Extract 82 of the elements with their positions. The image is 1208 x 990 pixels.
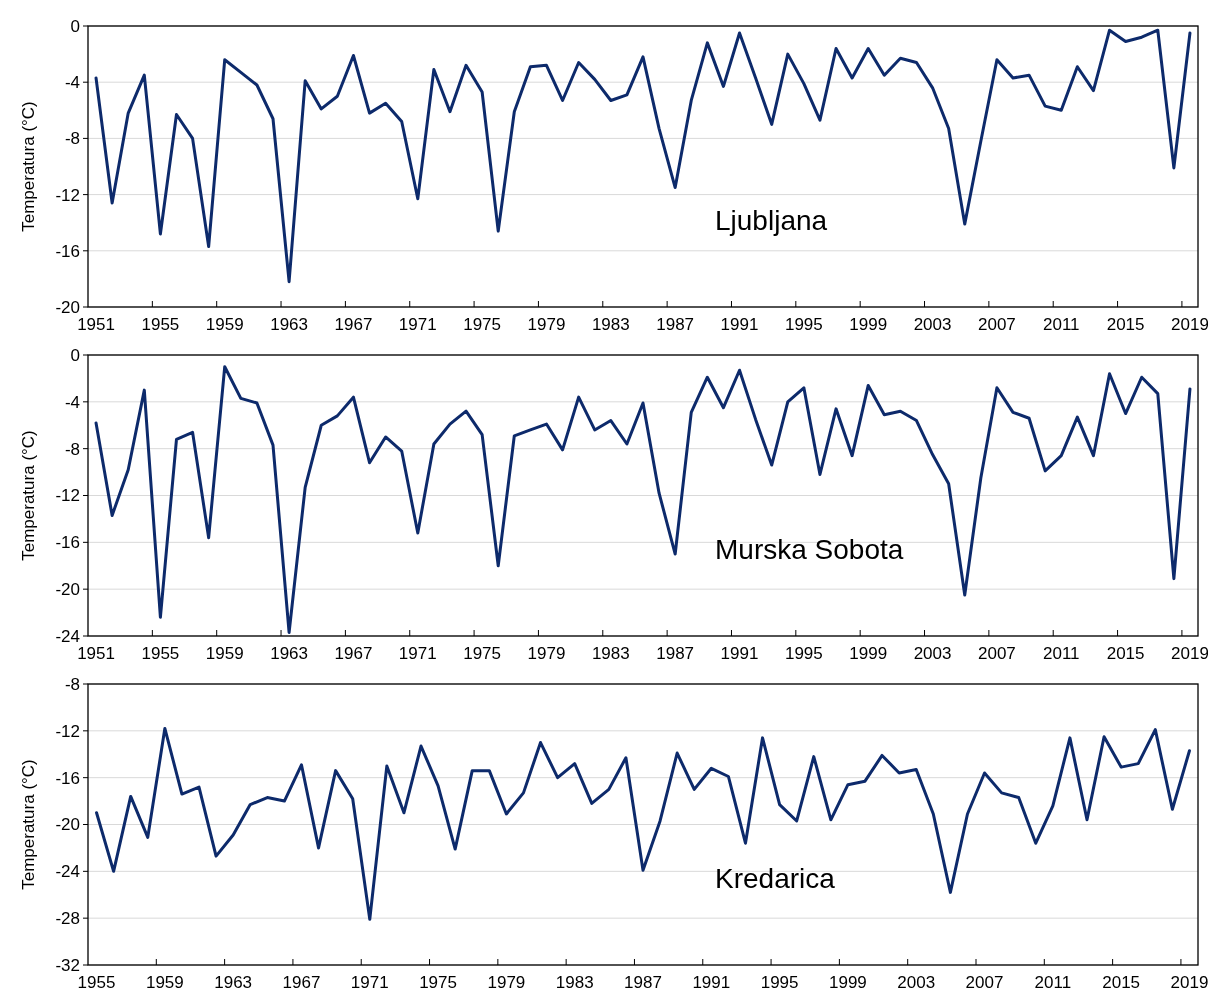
x-tick-label: 1995 — [784, 315, 823, 334]
x-tick-label: 1975 — [463, 315, 502, 334]
x-tick-label: 1959 — [205, 315, 244, 334]
x-tick-label: 1955 — [77, 973, 116, 990]
y-tick-label: 0 — [70, 16, 80, 36]
x-tick-label: 1983 — [591, 644, 630, 663]
x-tick-label: 2015 — [1106, 644, 1145, 663]
x-tick-label: 1967 — [334, 644, 373, 663]
annotation: Murska Sobota — [715, 533, 904, 565]
y-tick-label: -28 — [55, 909, 80, 929]
x-tick-label: 2019 — [1170, 973, 1208, 990]
x-tick-label: 1951 — [77, 644, 115, 663]
x-tick-label: 2003 — [913, 644, 952, 663]
y-tick-label: -4 — [64, 73, 80, 93]
x-tick-label: 2019 — [1171, 315, 1208, 334]
x-tick-label: 1991 — [720, 315, 759, 334]
x-tick-label: 1963 — [214, 973, 253, 990]
x-tick-label: 1999 — [849, 644, 888, 663]
x-tick-label: 2003 — [913, 315, 952, 334]
x-tick-label: 1987 — [656, 315, 695, 334]
x-tick-label: 1995 — [760, 973, 799, 990]
x-tick-label: 1999 — [849, 315, 888, 334]
x-tick-label: 1995 — [784, 644, 823, 663]
x-tick-label: 1999 — [829, 973, 867, 990]
x-tick-label: 2011 — [1042, 315, 1080, 334]
y-tick-label: -20 — [55, 580, 80, 600]
x-tick-label: 2007 — [978, 315, 1016, 334]
y-tick-label: -16 — [55, 241, 80, 261]
y-tick-label: -16 — [55, 533, 80, 553]
x-tick-label: 1987 — [624, 973, 662, 990]
y-axis-title: Temperatura (°C) — [19, 101, 38, 232]
y-tick-label: -8 — [64, 439, 80, 459]
x-tick-label: 2015 — [1106, 315, 1145, 334]
x-tick-label: 2007 — [978, 644, 1016, 663]
y-tick-label: -8 — [64, 129, 80, 149]
x-tick-label: 1987 — [656, 644, 695, 663]
x-tick-label: 1955 — [141, 644, 180, 663]
x-tick-label: 1979 — [487, 973, 526, 990]
x-tick-label: 2011 — [1034, 973, 1072, 990]
y-axis-title: Temperatura (°C) — [19, 430, 38, 561]
line-series — [94, 365, 1192, 634]
y-tick-label: -32 — [55, 955, 80, 975]
y-tick-label: -20 — [55, 297, 80, 317]
y-tick-label: -4 — [64, 392, 80, 412]
y-tick-label: -8 — [64, 674, 80, 694]
y-tick-label: 0 — [70, 345, 80, 365]
y-tick-label: -12 — [55, 185, 80, 205]
x-tick-label: 1983 — [591, 315, 630, 334]
x-tick-label: 1979 — [527, 315, 566, 334]
x-tick-label: 1963 — [270, 644, 308, 663]
x-tick-label: 2007 — [965, 973, 1004, 990]
y-tick-label: -24 — [55, 862, 80, 882]
x-tick-label: 1975 — [463, 644, 502, 663]
x-tick-label: 1983 — [555, 973, 594, 990]
x-tick-label: 1959 — [205, 644, 244, 663]
x-tick-label: 2019 — [1171, 644, 1208, 663]
x-tick-label: 1963 — [270, 315, 308, 334]
annotation: Ljubljana — [715, 204, 828, 236]
x-tick-label: 1975 — [419, 973, 457, 990]
x-tick-label: 1971 — [350, 973, 389, 990]
x-tick-label: 1979 — [527, 644, 566, 663]
y-tick-label: -24 — [55, 626, 80, 646]
x-tick-label: 1955 — [141, 315, 180, 334]
x-tick-label: 1951 — [77, 315, 115, 334]
x-tick-label: 1959 — [145, 973, 184, 990]
x-tick-label: 2003 — [897, 973, 936, 990]
x-tick-label: 1991 — [720, 644, 759, 663]
x-tick-label: 1971 — [398, 315, 437, 334]
y-tick-label: -12 — [55, 721, 80, 741]
line-series — [95, 726, 1191, 921]
x-tick-label: 1967 — [334, 315, 373, 334]
line-series — [94, 28, 1192, 284]
annotation: Kredarica — [715, 862, 836, 894]
y-tick-label: -20 — [55, 815, 80, 835]
y-axis-title: Temperatura (°C) — [19, 759, 38, 890]
y-tick-label: -16 — [55, 768, 80, 788]
x-tick-label: 1991 — [692, 973, 731, 990]
x-tick-label: 1967 — [282, 973, 321, 990]
y-tick-label: -12 — [55, 486, 80, 506]
x-tick-label: 2011 — [1042, 644, 1080, 663]
x-tick-label: 1971 — [398, 644, 437, 663]
x-tick-label: 2015 — [1102, 973, 1141, 990]
